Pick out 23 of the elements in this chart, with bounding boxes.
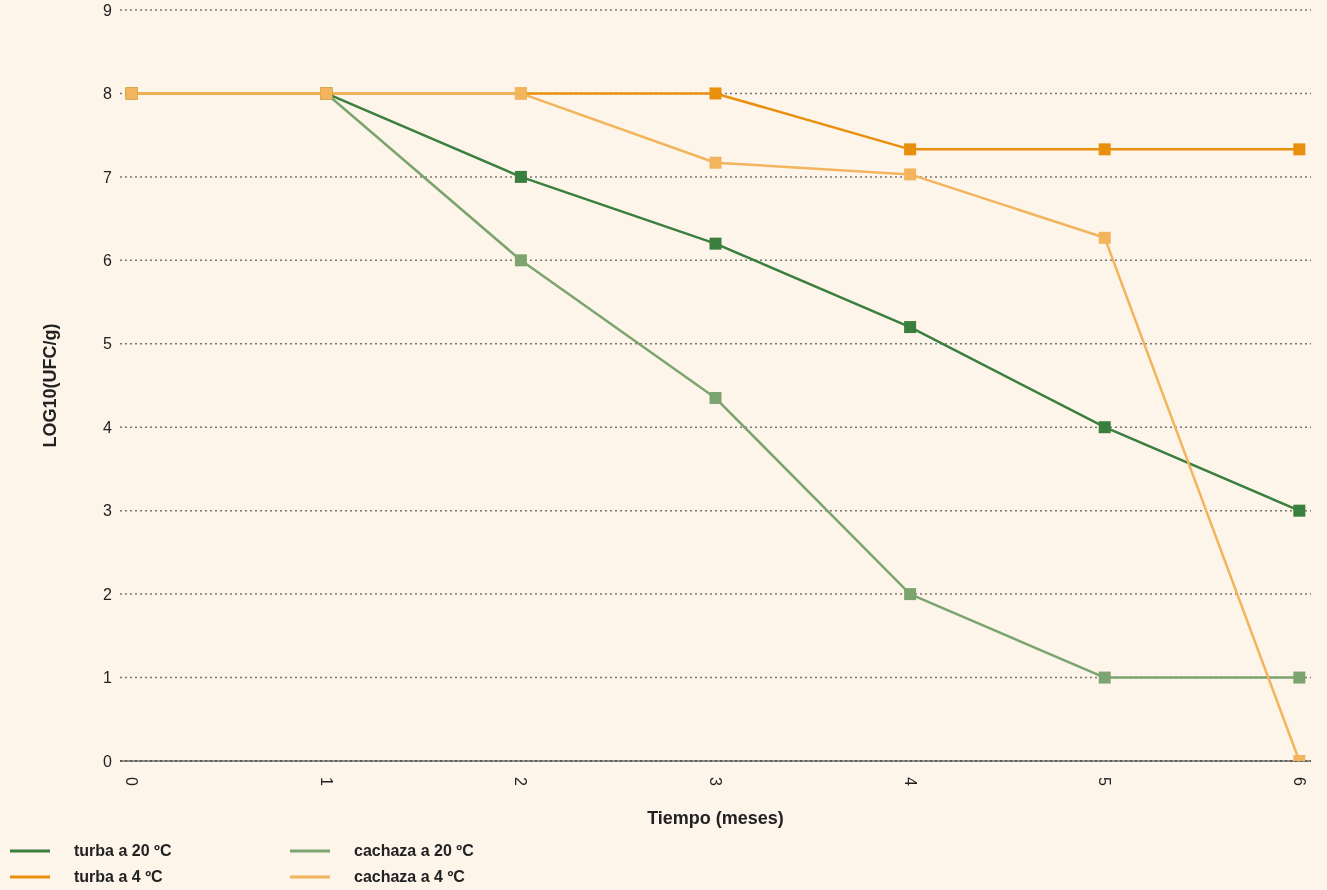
x-tick-label: 1 <box>317 777 335 786</box>
y-tick-label: 1 <box>103 669 113 687</box>
x-tick-label: 2 <box>512 777 530 786</box>
y-tick-label: 6 <box>103 252 113 270</box>
legend-label: cachaza a 20 ºC <box>354 842 474 860</box>
legend-label: turba a 20 ºC <box>74 842 172 860</box>
y-tick-label: 3 <box>103 502 113 520</box>
x-tick-label: 6 <box>1290 777 1308 786</box>
x-tick-label: 5 <box>1096 777 1114 786</box>
y-tick-label: 4 <box>103 418 113 436</box>
y-tick-label: 8 <box>103 85 113 103</box>
legend-label: turba a 4 ºC <box>74 868 163 886</box>
y-tick-label: 9 <box>103 1 113 19</box>
x-axis-title: Tiempo (meses) <box>647 808 784 828</box>
y-tick-label: 5 <box>103 335 113 353</box>
y-tick-label: 7 <box>103 168 113 186</box>
x-tick-label: 3 <box>707 777 724 786</box>
legend-label: cachaza a 4 ºC <box>354 868 465 886</box>
y-tick-label: 2 <box>103 585 113 603</box>
x-tick-label: 4 <box>901 777 919 786</box>
x-tick-label: 0 <box>123 777 141 786</box>
y-axis-title: LOG10(UFC/g) <box>40 323 61 448</box>
y-tick-label: 0 <box>103 752 113 770</box>
